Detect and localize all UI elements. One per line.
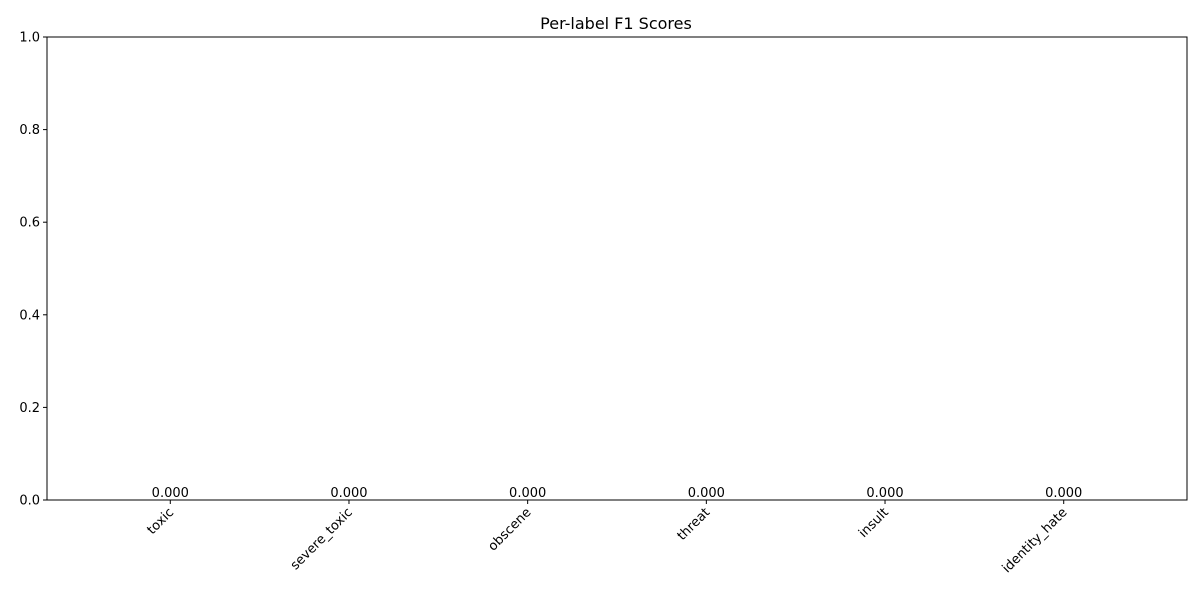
y-tick-label: 0.4 — [19, 308, 40, 323]
x-tick-label: insult — [856, 505, 892, 541]
data-label-identity_hate: 0.000 — [1045, 486, 1082, 501]
data-label-threat: 0.000 — [688, 486, 725, 501]
chart-title: Per-label F1 Scores — [540, 14, 692, 33]
y-axis: 0.0 0.2 0.4 0.6 0.8 1.0 — [19, 31, 47, 509]
y-tick-label: 0.2 — [19, 401, 40, 416]
data-label-obscene: 0.000 — [509, 486, 546, 501]
x-tick-label: toxic — [145, 505, 178, 538]
data-label-severe_toxic: 0.000 — [330, 486, 367, 501]
y-tick-label: 0.6 — [19, 216, 40, 231]
x-tick-label: severe_toxic — [288, 505, 356, 573]
x-axis: toxic severe_toxic obscene threat insult iden… — [145, 500, 1071, 576]
data-label-insult: 0.000 — [866, 486, 903, 501]
y-tick-label: 0.8 — [19, 123, 40, 138]
plot-frame — [46, 36, 1188, 501]
data-labels-group: 0.000 0.000 0.000 0.000 0.000 0.000 — [152, 486, 1083, 501]
y-tick-label: 1.0 — [19, 31, 40, 46]
x-tick-label: obscene — [485, 505, 534, 554]
x-tick-label: identity_hate — [1000, 505, 1071, 576]
data-label-toxic: 0.000 — [152, 486, 189, 501]
x-tick-label: threat — [675, 505, 714, 544]
y-tick-label: 0.0 — [19, 494, 40, 509]
